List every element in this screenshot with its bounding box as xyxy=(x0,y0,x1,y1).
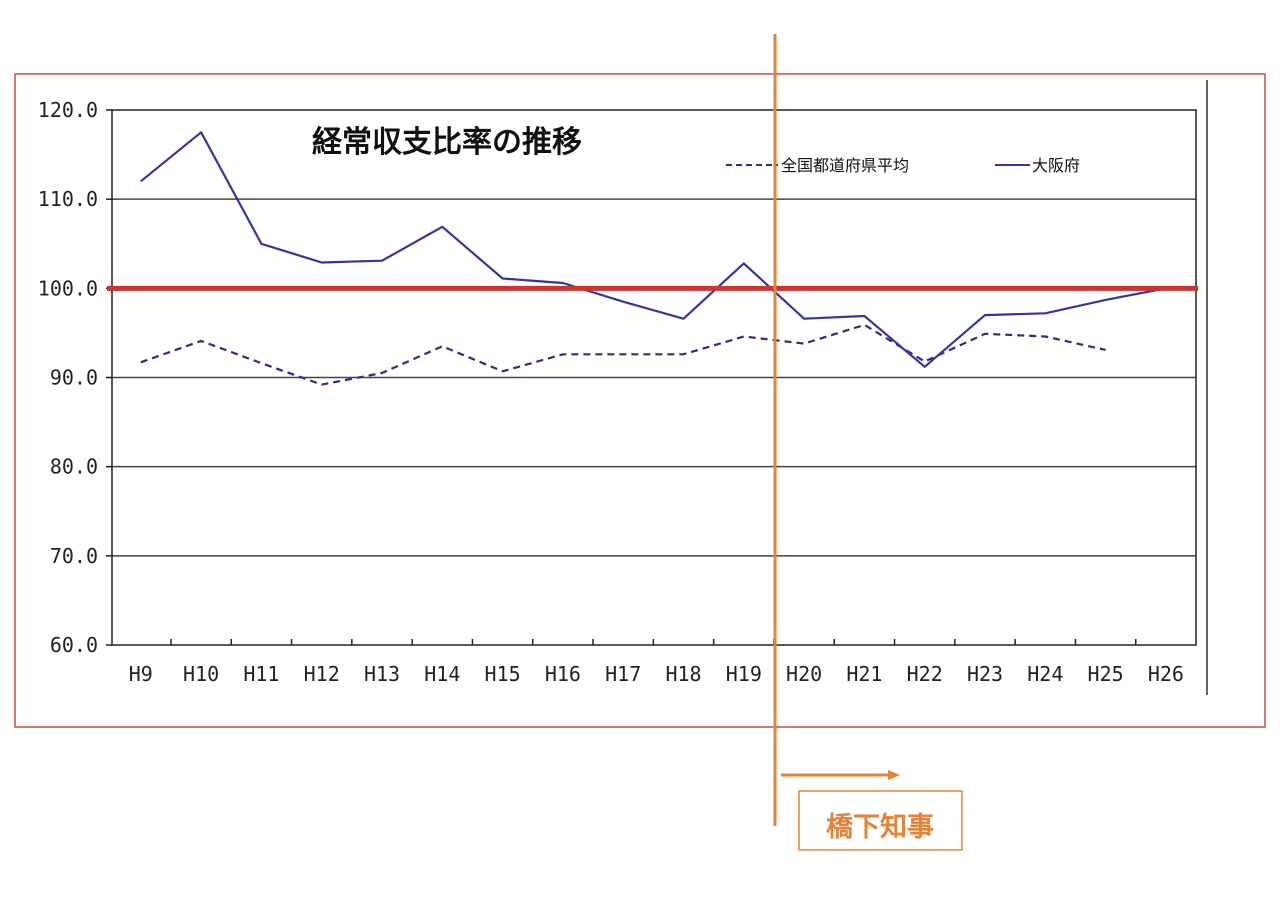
x-tick-label: H10 xyxy=(183,662,219,686)
x-tick-label: H15 xyxy=(485,662,521,686)
chart-title: 経常収支比率の推移 xyxy=(312,125,582,160)
y-tick-label: 70.0 xyxy=(50,544,98,568)
x-tick-label: H26 xyxy=(1148,662,1184,686)
x-tick-label: H11 xyxy=(243,662,279,686)
y-tick-label: 120.0 xyxy=(38,98,98,122)
y-axis-ticks: 60.0 70.0 80.0 90.0 100.0 110.0 120.0 xyxy=(38,98,112,657)
x-tick-label: H25 xyxy=(1088,662,1124,686)
plot-area xyxy=(111,109,1197,646)
y-tick-label: 100.0 xyxy=(38,276,98,300)
x-tick-label: H12 xyxy=(304,662,340,686)
x-tick-label: H23 xyxy=(967,662,1003,686)
x-tick-label: H18 xyxy=(665,662,701,686)
x-tick-label: H19 xyxy=(726,662,762,686)
annotation-label: 橋下知事 xyxy=(826,812,934,843)
legend: 全国都道府県平均 大阪府 xyxy=(726,156,1080,175)
x-tick-label: H14 xyxy=(424,662,460,686)
x-tick-label: H20 xyxy=(786,662,822,686)
legend-label-osaka: 大阪府 xyxy=(1032,156,1080,175)
x-tick-label: H16 xyxy=(545,662,581,686)
gridlines xyxy=(112,198,1196,557)
y-tick-label: 110.0 xyxy=(38,187,98,211)
x-tick-label: H21 xyxy=(846,662,882,686)
legend-label-national-average: 全国都道府県平均 xyxy=(781,156,909,175)
annotation-label-box xyxy=(798,790,963,851)
series-line-osaka xyxy=(140,131,1167,368)
x-axis-ticks: H9 H10 H11 H12 H13 H14 H15 H16 H17 H18 H19 H20 H21 H2… xyxy=(129,639,1184,686)
annotation-arrow-head xyxy=(888,770,900,780)
chart-frame xyxy=(14,73,1266,728)
series-lines xyxy=(140,131,1167,386)
y-tick-label: 90.0 xyxy=(50,366,98,390)
y-tick-label: 60.0 xyxy=(50,633,98,657)
x-tick-label: H13 xyxy=(364,662,400,686)
annotation: 橋下知事 xyxy=(773,34,963,851)
series-line-national-average xyxy=(140,323,1106,386)
y-tick-label: 80.0 xyxy=(50,455,98,479)
x-tick-label: H24 xyxy=(1027,662,1063,686)
x-tick-label: H9 xyxy=(129,662,153,686)
x-tick-label: H17 xyxy=(605,662,641,686)
x-tick-label: H22 xyxy=(907,662,943,686)
